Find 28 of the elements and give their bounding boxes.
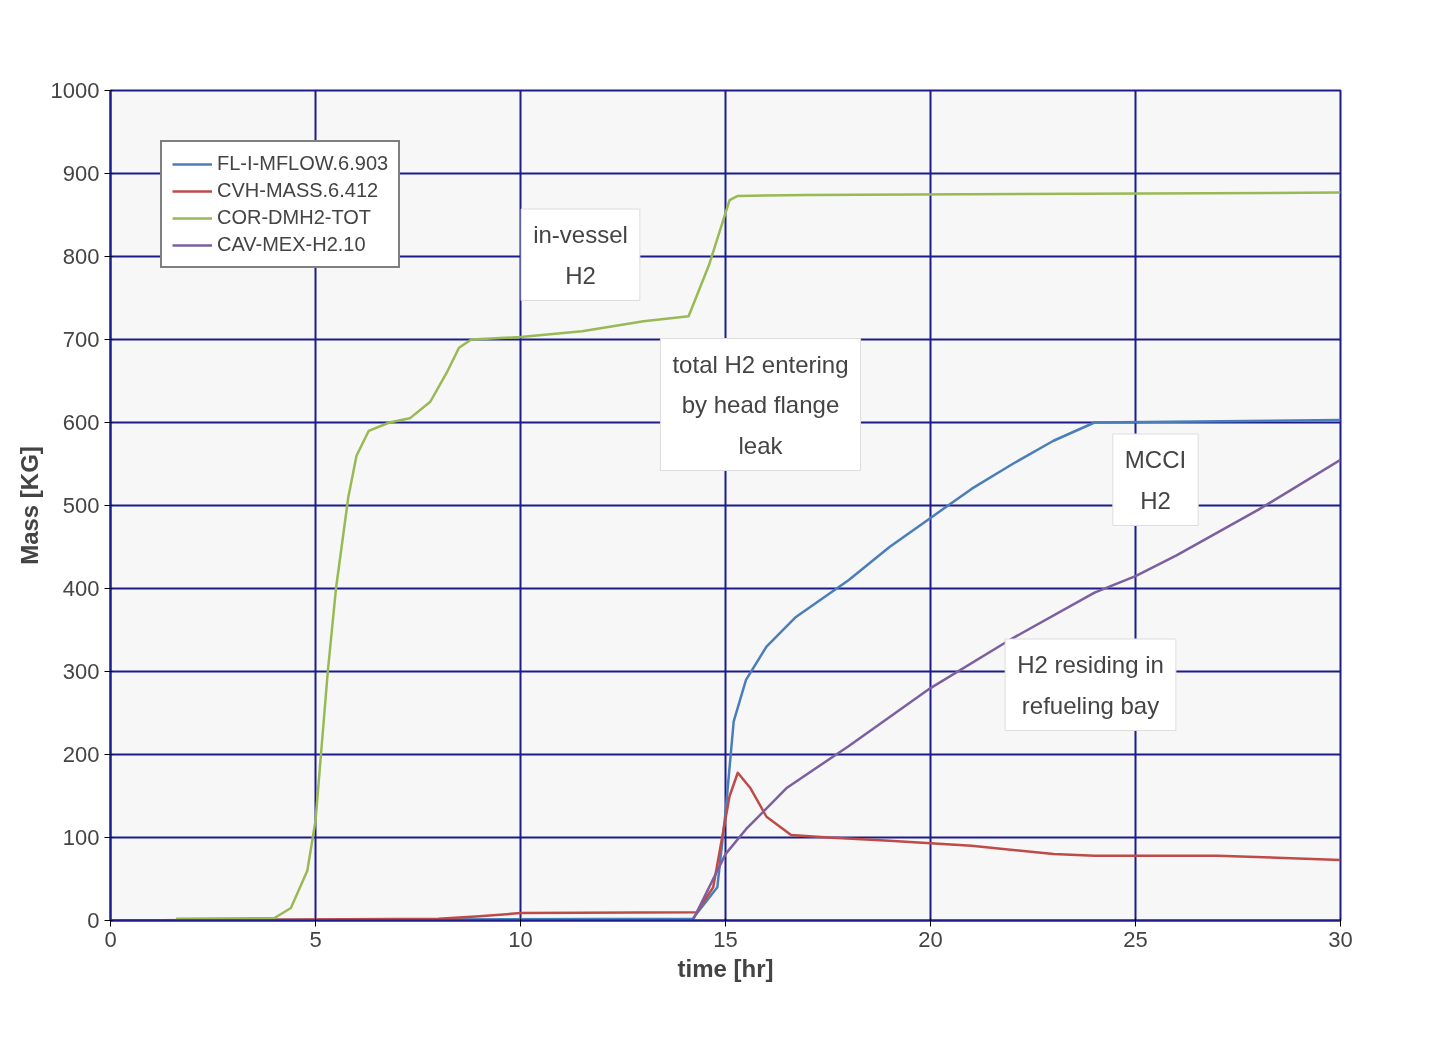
y-tick-label: 800 bbox=[62, 244, 100, 269]
x-tick-label: 20 bbox=[918, 926, 943, 952]
annotation: MCCI H2 bbox=[1124, 446, 1187, 514]
legend-label: CAV-MEX-H2.10 bbox=[217, 233, 366, 256]
legend-label: CVH-MASS.6.412 bbox=[217, 179, 379, 202]
y-tick-label: 400 bbox=[62, 576, 100, 601]
legend-label: COR-DMH2-TOT bbox=[217, 206, 372, 229]
y-tick-label: 200 bbox=[62, 742, 100, 767]
annotation: total H2 entering by head flange leak bbox=[672, 350, 849, 459]
x-tick-label: 30 bbox=[1328, 926, 1353, 952]
y-tick-label: 500 bbox=[62, 493, 100, 518]
x-tick-label: 10 bbox=[508, 926, 533, 952]
y-tick-label: 100 bbox=[62, 825, 100, 850]
y-tick-label: 600 bbox=[62, 410, 100, 435]
x-tick-label: 15 bbox=[713, 926, 738, 952]
y-tick-label: 700 bbox=[62, 327, 100, 352]
y-tick-label: 0 bbox=[87, 908, 100, 933]
legend-label: FL-I-MFLOW.6.903 bbox=[217, 152, 389, 175]
y-tick-label: 300 bbox=[62, 659, 100, 684]
annotation: in-vessel H2 bbox=[533, 221, 628, 289]
annotation: H2 residing in refueling bay bbox=[1017, 651, 1164, 719]
x-tick-label: 25 bbox=[1123, 926, 1148, 952]
y-tick-label: 1000 bbox=[50, 78, 100, 103]
x-axis-title: time [hr] bbox=[677, 954, 774, 982]
x-tick-label: 5 bbox=[309, 926, 322, 952]
y-axis-title: Mass [KG] bbox=[15, 446, 43, 565]
y-tick-label: 900 bbox=[62, 161, 100, 186]
x-tick-label: 0 bbox=[104, 926, 117, 952]
